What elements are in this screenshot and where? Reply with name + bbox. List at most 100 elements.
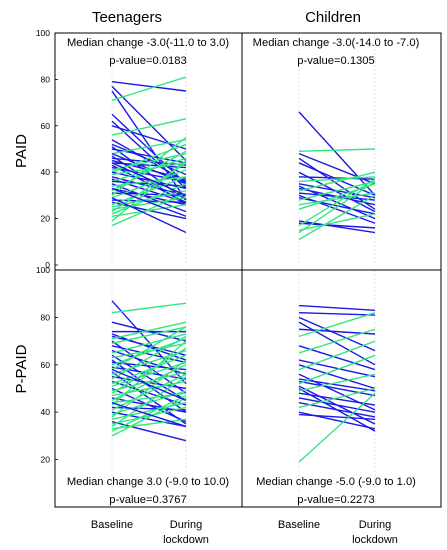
x-tick-during-left: During: [170, 519, 202, 531]
median-change-label: Median change 3.0 (-9.0 to 10.0): [67, 476, 230, 488]
pair-line-47: [111, 187, 187, 217]
pair-line-18: [298, 373, 376, 392]
pair-line-7: [111, 321, 187, 340]
pair-line-18: [298, 183, 376, 210]
pair-line-15: [298, 197, 376, 215]
pair-line-2: [111, 302, 187, 314]
p-value-label: p-value=0.0183: [109, 55, 186, 67]
pair-line-44: [111, 160, 187, 222]
pair-line-14: [298, 380, 376, 397]
pair-line-1: [111, 81, 187, 92]
pair-line-10: [298, 364, 376, 390]
median-change-label: Median change -3.0(-11.0 to 3.0): [67, 37, 229, 49]
pair-line-20: [298, 397, 376, 413]
pair-line-22: [298, 213, 376, 231]
y-tick-label: 40: [41, 167, 51, 177]
y-tick-label: 60: [41, 360, 51, 370]
pair-line-20: [111, 166, 187, 183]
pair-line-29: [111, 347, 187, 394]
y-tick-label: 100: [36, 265, 50, 275]
pair-line-19: [298, 220, 376, 234]
x-tick-lockdown-right: lockdown: [352, 534, 398, 546]
pair-line-9: [298, 359, 376, 378]
x-tick-baseline-right: Baseline: [278, 519, 320, 531]
y-tick-label: 60: [41, 121, 51, 131]
pair-line-25: [298, 392, 376, 463]
pair-line-26: [111, 361, 187, 387]
panel-teenagers-paid: 0 20 40 60 80 100 Median change -3.0(-11.0 to …: [36, 28, 230, 270]
panel-children-paid: Median change -3.0(-14.0 to -7.0) p-value…: [253, 33, 420, 265]
y-tick-label: 20: [41, 455, 51, 465]
pair-line-23: [111, 335, 187, 380]
pair-line-25: [111, 176, 187, 197]
panel-children-p-paid: Median change -5.0 (-9.0 to 1.0) p-value=…: [256, 270, 416, 507]
pair-line-8: [298, 328, 376, 354]
row-label-paid: PAID: [13, 134, 30, 168]
pair-line-21: [298, 402, 376, 418]
pair-line-24: [298, 194, 376, 241]
pair-line-39: [111, 359, 187, 418]
pair-line-17: [298, 192, 376, 206]
x-tick-lockdown-left: lockdown: [163, 534, 209, 546]
pair-line-25: [111, 354, 187, 385]
pair-line-16: [111, 361, 187, 371]
pair-line-2: [111, 85, 187, 162]
pair-line-19: [111, 326, 187, 371]
pair-line-16: [298, 180, 376, 201]
y-tick-label: 0: [45, 260, 50, 270]
pair-line-47: [111, 402, 187, 428]
pair-line-24: [298, 413, 376, 421]
pair-line-14: [111, 342, 187, 359]
y-tick-label: 80: [41, 312, 51, 322]
pair-line-12: [298, 171, 376, 192]
pair-line-32: [111, 150, 187, 192]
pair-line-2: [298, 148, 376, 153]
pair-line-43: [111, 376, 187, 428]
pair-line-19: [298, 392, 376, 406]
pair-line-24: [111, 162, 187, 176]
pair-line-43: [111, 203, 187, 217]
pair-line-7: [298, 176, 376, 180]
pair-line-6: [298, 311, 376, 338]
pair-line-28: [111, 371, 187, 392]
pair-line-13: [298, 378, 376, 392]
pair-line-45: [111, 192, 187, 227]
pair-line-11: [298, 340, 376, 371]
pair-line-42: [111, 406, 187, 425]
pair-line-8: [298, 176, 376, 183]
median-change-label: Median change -5.0 (-9.0 to 1.0): [256, 476, 416, 488]
pair-line-3: [298, 316, 376, 352]
pair-line-6: [298, 171, 376, 213]
pair-line-7: [298, 345, 376, 371]
x-tick-during-right: During: [359, 519, 391, 531]
pair-line-46: [111, 197, 187, 234]
y-tick-label: 40: [41, 407, 51, 417]
x-tick-baseline-left: Baseline: [91, 519, 133, 531]
pair-line-15: [298, 354, 376, 385]
pair-line-22: [111, 143, 187, 173]
median-change-label: Median change -3.0(-14.0 to -7.0): [253, 37, 420, 49]
pair-line-21: [111, 349, 187, 375]
y-tick-label: 80: [41, 74, 51, 84]
pair-line-21: [298, 178, 376, 227]
pair-line-40: [111, 402, 187, 420]
pair-line-45: [111, 394, 187, 432]
y-tick-label: 20: [41, 214, 51, 224]
y-tick-label: 100: [36, 28, 50, 38]
pair-line-11: [111, 146, 187, 201]
pair-line-22: [298, 387, 376, 409]
pair-line-12: [111, 333, 187, 354]
pair-line-1: [298, 111, 376, 196]
pair-line-13: [111, 139, 187, 155]
column-title-teenagers: Teenagers: [92, 9, 162, 26]
pair-line-10: [111, 143, 187, 176]
pair-line-8: [111, 118, 187, 136]
pair-line-4: [298, 157, 376, 210]
p-value-label: p-value=0.3767: [109, 494, 186, 506]
pair-line-27: [111, 157, 187, 183]
pair-line-23: [298, 180, 376, 234]
pair-line-37: [111, 411, 187, 428]
pair-line-48: [111, 162, 187, 197]
pair-line-44: [111, 418, 187, 430]
